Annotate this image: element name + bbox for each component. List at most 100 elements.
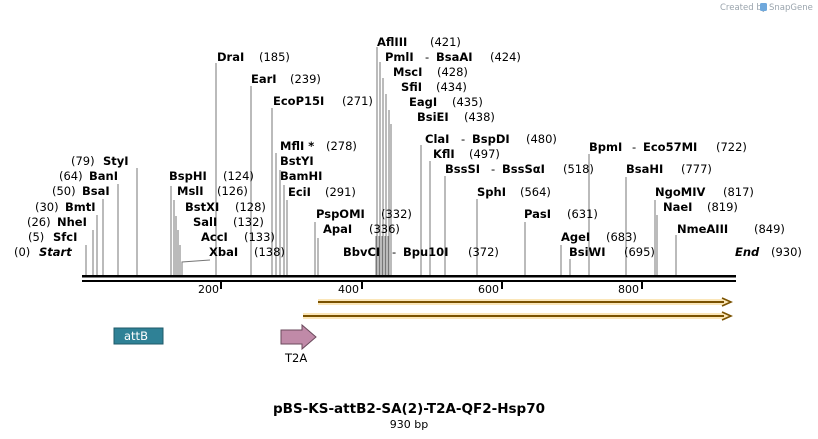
site-eagi[interactable]: EagI: [409, 95, 437, 109]
site-pos: (5): [28, 230, 44, 244]
site-pos: (64): [59, 169, 83, 183]
site-bsai[interactable]: BsaI: [82, 184, 110, 198]
site-bsphi[interactable]: BspHI: [169, 169, 207, 183]
site-pos: (421): [430, 35, 461, 49]
site-pos: (424): [490, 50, 521, 64]
start-label: Start: [39, 245, 72, 259]
site-bstxi[interactable]: BstXI: [185, 200, 219, 214]
site-bstyi[interactable]: BstYI: [280, 154, 314, 168]
site-apai[interactable]: ApaI: [323, 222, 352, 236]
site-eco57mi[interactable]: Eco57MI: [643, 140, 697, 154]
site-ngomiv[interactable]: NgoMIV: [655, 185, 705, 199]
site-bmti[interactable]: BmtI: [65, 200, 96, 214]
site-bsiei[interactable]: BsiEI: [417, 110, 449, 124]
tick-mark: [361, 282, 363, 289]
site-leader-lines: [85, 47, 677, 276]
site-bsaai[interactable]: BsaAI: [436, 50, 473, 64]
dash-separator: -: [425, 50, 429, 64]
feature-attb[interactable]: attB: [113, 327, 164, 345]
tick-mark: [220, 282, 222, 289]
site-pos: (777): [681, 162, 712, 176]
site-pos: (336): [369, 222, 400, 236]
orf-arrow[interactable]: [318, 297, 733, 307]
site-sfci[interactable]: SfcI: [53, 230, 77, 244]
site-bsssai[interactable]: BssSαI: [502, 162, 545, 176]
site-kfli[interactable]: KflI: [433, 147, 455, 161]
site-pos: (26): [27, 215, 51, 229]
site-afliii[interactable]: AflIII: [377, 35, 407, 49]
site-pos: (50): [52, 184, 76, 198]
tick-label: 200: [198, 283, 219, 296]
tick-label: 800: [618, 283, 639, 296]
created-by-text: Created by: [720, 3, 767, 13]
site-nhei[interactable]: NheI: [57, 215, 87, 229]
ruler-ticks: 200 400 600 800: [198, 282, 643, 296]
site-msci[interactable]: MscI: [393, 65, 422, 79]
site-bamhi[interactable]: BamHI: [280, 169, 322, 183]
dash-separator: -: [491, 162, 495, 176]
site-drai[interactable]: DraI: [217, 50, 244, 64]
site-pos: (291): [325, 185, 356, 199]
site-pos: (480): [526, 132, 557, 146]
site-pos: (278): [326, 139, 357, 153]
site-sphi[interactable]: SphI: [477, 185, 506, 199]
site-pmli[interactable]: PmlI: [385, 50, 414, 64]
site-bbvci[interactable]: BbvCI: [343, 245, 380, 259]
site-msli[interactable]: MslI: [177, 184, 204, 198]
site-acci[interactable]: AccI: [201, 230, 228, 244]
site-nmeaiii[interactable]: NmeAIII: [677, 222, 728, 236]
site-clai[interactable]: ClaI: [425, 132, 449, 146]
start-position: (0): [14, 245, 30, 259]
site-pos: (518): [563, 162, 594, 176]
feature-t2a-label: T2A: [284, 351, 307, 365]
site-bspdi[interactable]: BspDI: [472, 132, 510, 146]
site-pos: (372): [468, 245, 499, 259]
site-pos: (849): [754, 222, 785, 236]
end-position: (930): [771, 245, 802, 259]
site-pspomi[interactable]: PspOMI: [316, 207, 365, 221]
site-pos: (428): [437, 65, 468, 79]
tick-label: 400: [338, 283, 359, 296]
site-pos: (332): [381, 207, 412, 221]
dna-backbone: [82, 275, 736, 282]
tick-label: 600: [478, 283, 499, 296]
site-ecop15i[interactable]: EcoP15I: [273, 94, 324, 108]
site-xbai[interactable]: XbaI: [209, 245, 238, 259]
tick-mark: [641, 282, 643, 289]
site-pos: (497): [469, 147, 500, 161]
site-pos: (138): [254, 245, 285, 259]
site-pos: (435): [452, 95, 483, 109]
dash-separator: -: [632, 140, 636, 154]
end-label: End: [735, 245, 760, 259]
site-bsahi[interactable]: BsaHI: [626, 162, 663, 176]
site-bsiwi[interactable]: BsiWI: [569, 245, 606, 259]
site-bpmi[interactable]: BpmI: [589, 140, 622, 154]
dash-separator: -: [392, 245, 396, 259]
site-sfii[interactable]: SfiI: [401, 80, 422, 94]
site-pos: (434): [436, 80, 467, 94]
site-pos: (132): [233, 215, 264, 229]
site-eari[interactable]: EarI: [251, 72, 277, 86]
site-pos: (126): [217, 184, 248, 198]
site-naei[interactable]: NaeI: [663, 200, 692, 214]
site-mfli[interactable]: MflI *: [280, 139, 314, 153]
site-agei[interactable]: AgeI: [561, 230, 590, 244]
site-pasi[interactable]: PasI: [524, 207, 551, 221]
site-bpu10i[interactable]: Bpu10I: [403, 245, 448, 259]
site-pos: (185): [259, 50, 290, 64]
orf-arrow[interactable]: [303, 311, 733, 321]
snapgene-brand-text: SnapGene: [769, 3, 813, 13]
site-pos: (564): [520, 185, 551, 199]
site-pos: (133): [244, 230, 275, 244]
site-pos: (819): [707, 200, 738, 214]
site-ecii[interactable]: EciI: [288, 185, 311, 199]
feature-t2a[interactable]: T2A: [280, 323, 317, 365]
site-sali[interactable]: SalI: [193, 215, 217, 229]
site-bsssi[interactable]: BssSI: [445, 162, 480, 176]
site-pos: (438): [464, 110, 495, 124]
site-bani[interactable]: BanI: [89, 169, 118, 183]
site-styi[interactable]: StyI: [103, 154, 129, 168]
site-pos: (239): [290, 72, 321, 86]
